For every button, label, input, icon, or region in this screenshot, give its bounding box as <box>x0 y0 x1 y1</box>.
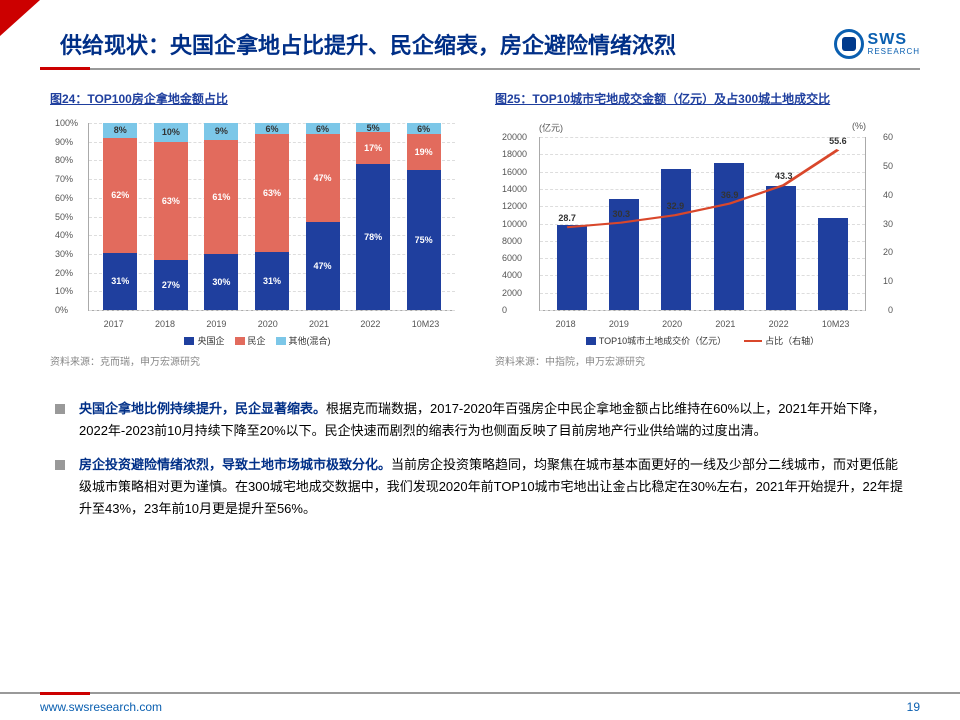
header: 供给现状：央国企拿地占比提升、民企缩表，房企避险情绪浓烈 SWS RESEARC… <box>0 0 960 68</box>
legend-item: 占比（右轴） <box>744 334 819 347</box>
chart25: 图25：TOP10城市宅地成交金额（亿元）及占300城土地成交比 (亿元)(%)… <box>495 90 910 368</box>
bullet-text: 央国企拿地比例持续提升，民企显著缩表。根据克而瑞数据，2017-2020年百强房… <box>79 398 905 442</box>
bullet-item: 央国企拿地比例持续提升，民企显著缩表。根据克而瑞数据，2017-2020年百强房… <box>55 398 905 442</box>
footer-url[interactable]: www.swsresearch.com <box>40 700 162 714</box>
stacked-bar: 47%47%6% <box>306 123 340 310</box>
combo-bar <box>557 225 587 310</box>
page-number: 19 <box>907 700 920 714</box>
legend-item: 民企 <box>235 334 266 347</box>
legend-item: TOP10城市土地成交价（亿元） <box>586 334 726 347</box>
logo-icon <box>834 29 864 59</box>
stacked-bar: 31%63%6% <box>255 123 289 310</box>
legend-item: 其他(混合) <box>276 334 331 347</box>
header-accent <box>0 0 40 36</box>
stacked-bar: 27%63%10% <box>154 123 188 310</box>
stacked-bar: 78%17%5% <box>356 123 390 310</box>
chart25-title: 图25：TOP10城市宅地成交金额（亿元）及占300城土地成交比 <box>495 90 910 107</box>
combo-bar <box>714 163 744 310</box>
chart24: 图24：TOP100房企拿地金额占比 0%10%20%30%40%50%60%7… <box>50 90 465 368</box>
logo: SWS RESEARCH <box>834 29 920 59</box>
bullet-list: 央国企拿地比例持续提升，民企显著缩表。根据克而瑞数据，2017-2020年百强房… <box>0 378 960 542</box>
bullet-text: 房企投资避险情绪浓烈，导致土地市场城市极致分化。当前房企投资策略趋同，均聚焦在城… <box>79 454 905 520</box>
bullet-icon <box>55 460 65 470</box>
stacked-bar: 30%61%9% <box>204 123 238 310</box>
combo-bar <box>766 186 796 310</box>
page-title: 供给现状：央国企拿地占比提升、民企缩表，房企避险情绪浓烈 <box>60 28 676 60</box>
logo-text-sub: RESEARCH <box>868 48 920 56</box>
chart24-source: 资料来源：克而瑞，申万宏源研究 <box>50 353 465 368</box>
chart24-plot: 0%10%20%30%40%50%60%70%80%90%100%31%62%8… <box>50 117 465 347</box>
bullet-item: 房企投资避险情绪浓烈，导致土地市场城市极致分化。当前房企投资策略趋同，均聚焦在城… <box>55 454 905 520</box>
stacked-bar: 75%19%6% <box>407 123 441 310</box>
combo-bar <box>661 169 691 310</box>
chart25-plot: (亿元)(%)020004000600080001000012000140001… <box>495 117 910 347</box>
stacked-bar: 31%62%8% <box>103 123 137 310</box>
logo-text-main: SWS <box>868 32 920 48</box>
combo-bar <box>818 218 848 310</box>
footer: www.swsresearch.com 19 <box>0 692 960 720</box>
chart24-title: 图24：TOP100房企拿地金额占比 <box>50 90 465 107</box>
legend-item: 央国企 <box>184 334 224 347</box>
chart25-source: 资料来源：中指院，申万宏源研究 <box>495 353 910 368</box>
bullet-icon <box>55 404 65 414</box>
header-rule <box>40 68 920 70</box>
